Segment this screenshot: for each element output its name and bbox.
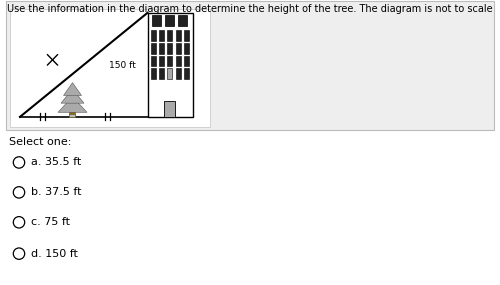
Bar — [6, 1, 494, 130]
Polygon shape — [64, 83, 82, 95]
Bar — [10, 9, 210, 127]
Bar — [159, 68, 164, 79]
Bar — [176, 56, 181, 66]
Bar — [159, 30, 164, 41]
Bar — [159, 43, 164, 54]
Polygon shape — [61, 89, 84, 103]
Text: a. 35.5 ft: a. 35.5 ft — [30, 157, 81, 168]
Bar — [159, 56, 164, 66]
Bar — [148, 13, 192, 117]
Bar — [184, 30, 189, 41]
Bar — [184, 56, 189, 66]
Bar — [168, 68, 172, 79]
Bar — [168, 56, 172, 66]
Bar — [164, 101, 175, 117]
Text: d. 150 ft: d. 150 ft — [30, 249, 78, 259]
Bar — [176, 30, 181, 41]
Bar — [168, 43, 172, 54]
Bar — [70, 111, 75, 117]
Bar — [151, 43, 156, 54]
Bar — [151, 68, 156, 79]
Text: 150 ft: 150 ft — [109, 61, 136, 70]
Bar — [164, 15, 173, 26]
Bar — [184, 68, 189, 79]
Text: b. 37.5 ft: b. 37.5 ft — [30, 187, 81, 198]
Bar — [70, 114, 75, 117]
Polygon shape — [58, 97, 87, 112]
Bar — [151, 30, 156, 41]
Bar — [184, 43, 189, 54]
Bar — [176, 43, 181, 54]
Text: Use the information in the diagram to determine the height of the tree. The diag: Use the information in the diagram to de… — [7, 4, 493, 14]
Bar — [178, 15, 186, 26]
Text: c. 75 ft: c. 75 ft — [30, 217, 70, 227]
Bar — [168, 30, 172, 41]
Bar — [176, 68, 181, 79]
Bar — [151, 56, 156, 66]
Text: Select one:: Select one: — [9, 137, 72, 147]
Bar — [152, 15, 160, 26]
